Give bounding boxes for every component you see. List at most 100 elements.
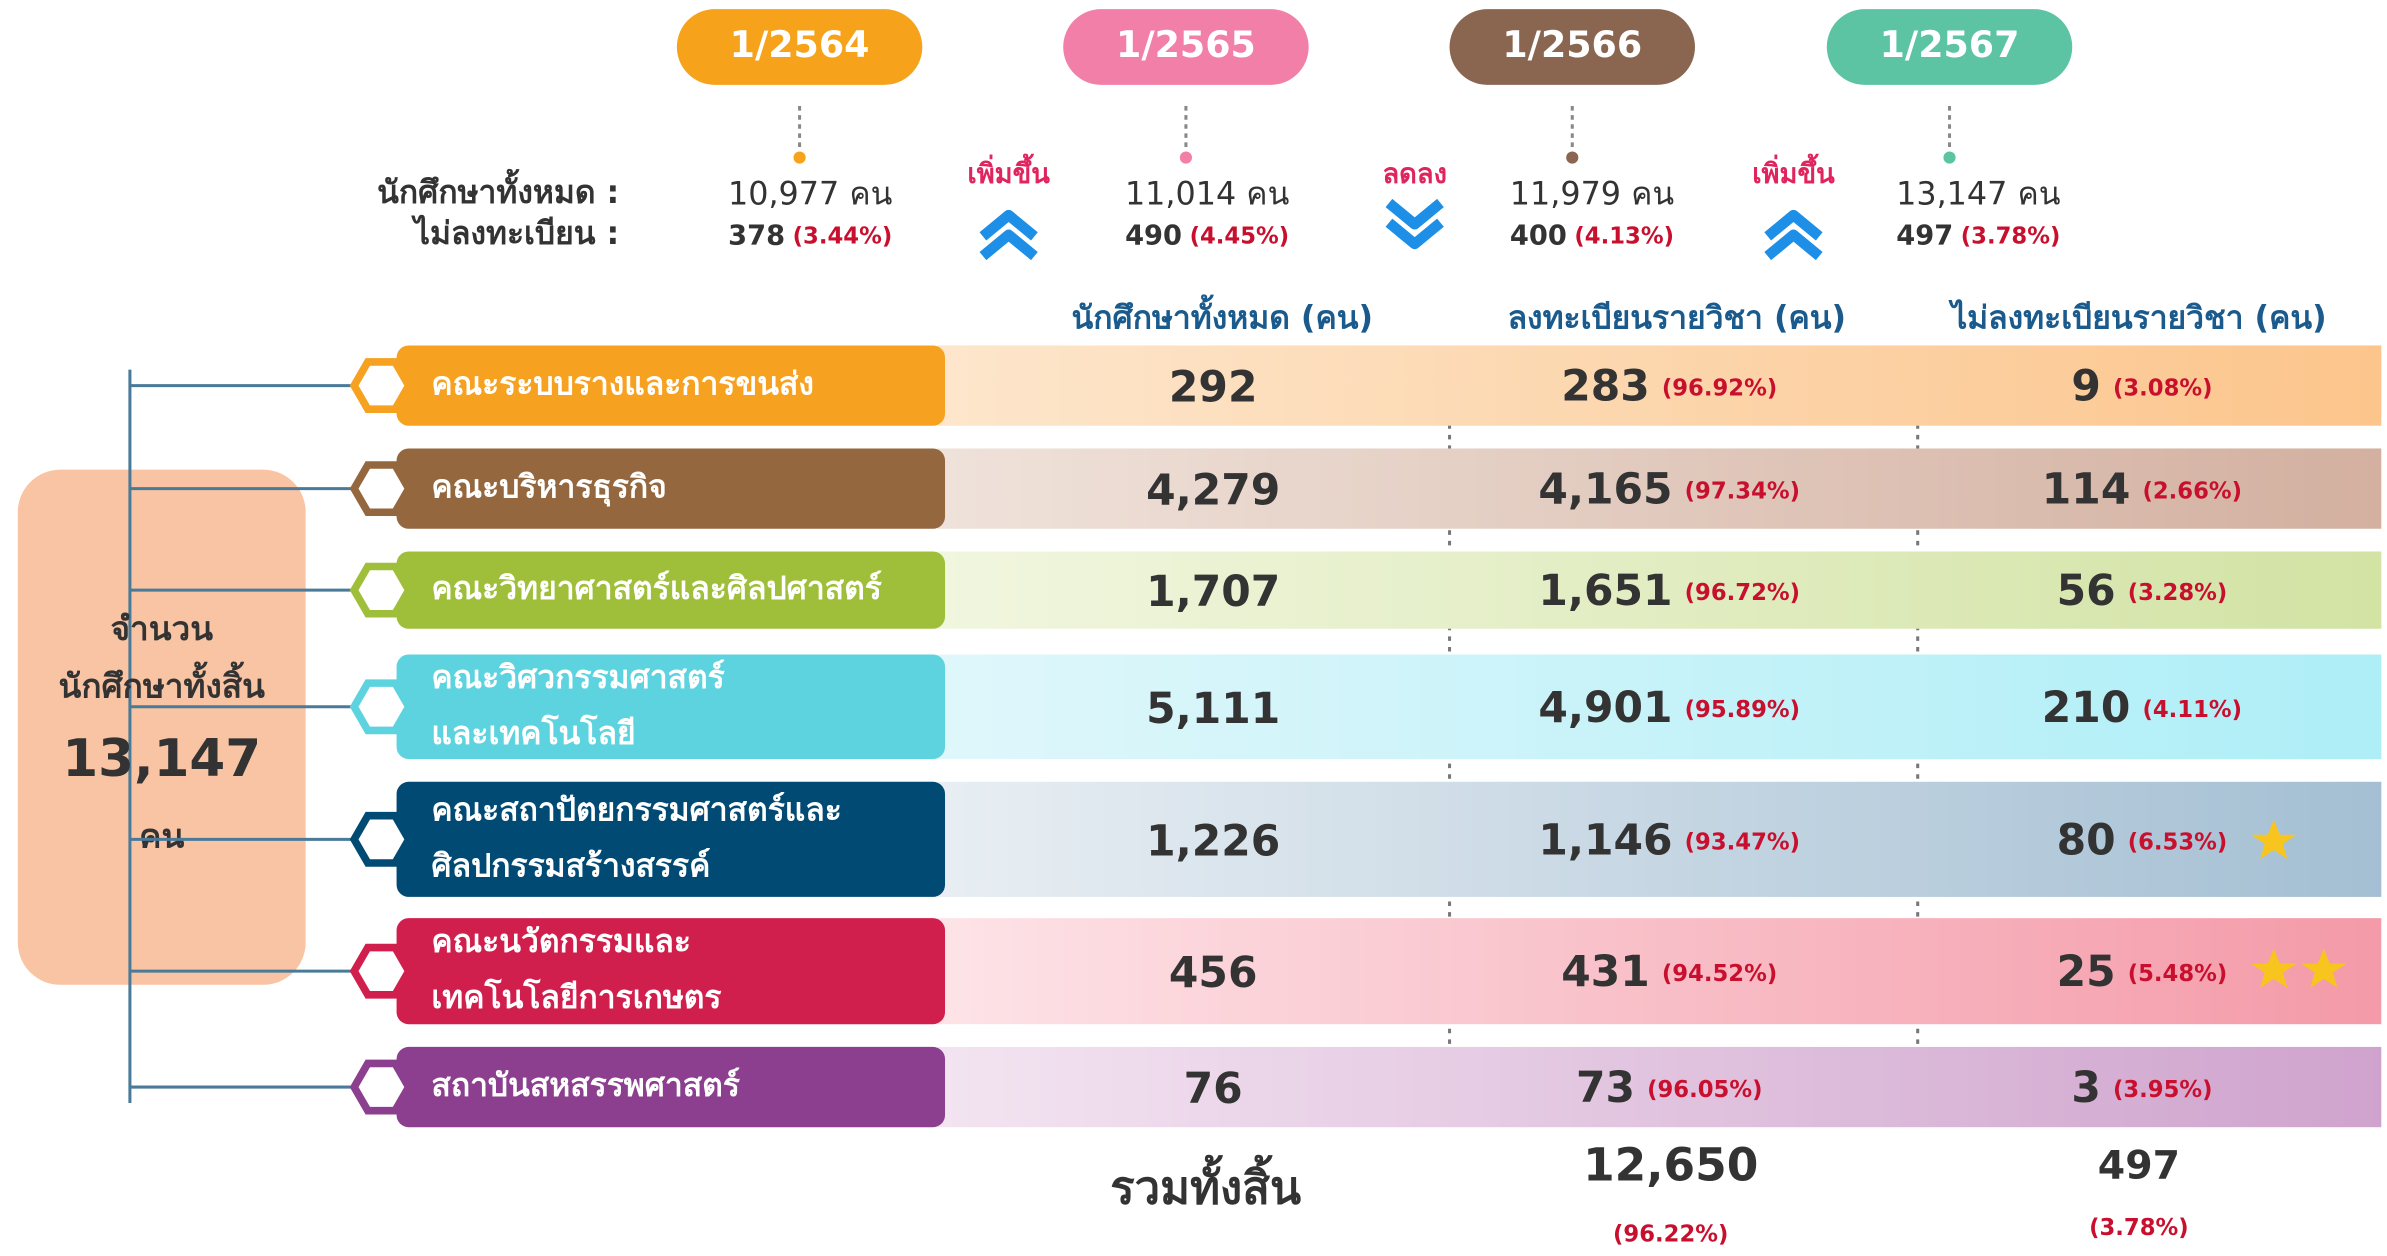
faculty-name: เทคโนโลยีการเกษตร: [431, 978, 721, 1016]
registered: 283 (96.92%): [1561, 362, 1777, 411]
total-pct: (96.22%): [1613, 1221, 1728, 1247]
faculty-name: สถาบันสหสรรพศาสตร์: [431, 1066, 740, 1104]
summary-unit: คน: [139, 816, 184, 855]
faculty-box: [396, 781, 946, 897]
term-label: 1/2564: [730, 23, 870, 66]
faculty-box: [396, 551, 946, 629]
faculty-box: [396, 345, 946, 426]
column-header: ไม่ลงทะเบียนรายวิชา (คน): [1948, 299, 2326, 337]
star: [2251, 948, 2297, 988]
hexagon: [349, 679, 414, 735]
term-pill: [1449, 9, 1695, 85]
chevron: [979, 229, 1038, 261]
faculty-box: [396, 918, 946, 1025]
chevron: [1385, 218, 1444, 250]
row-band: [937, 918, 2382, 1025]
registered: 4,165 (97.34%): [1538, 465, 1800, 514]
total: 76: [1184, 1065, 1243, 1114]
term-label: 1/2566: [1502, 23, 1642, 66]
faculty-name: ศิลปกรรมสร้างสรรค์: [431, 846, 710, 884]
term-pill: [1063, 9, 1309, 85]
term-pill: [676, 9, 923, 85]
term-total: 11,979 คน: [1510, 174, 1674, 212]
row-band: [937, 781, 2382, 897]
chevron: [979, 209, 1038, 241]
term-pill: [1826, 9, 2073, 85]
star: [2301, 948, 2347, 988]
registered: 1,146 (93.47%): [1538, 816, 1800, 865]
chevron: [1385, 198, 1444, 230]
total-label: รวมทั้งสิ้น: [1110, 1154, 1301, 1214]
total: 1,226: [1146, 817, 1280, 866]
term-unregistered: 490 (4.45%): [1125, 220, 1289, 251]
total: 456: [1169, 949, 1258, 998]
total: 4,279: [1146, 467, 1280, 516]
faculty-box: [396, 1046, 946, 1128]
faculty-box: [396, 448, 946, 529]
star: [2251, 819, 2297, 860]
faculty-box: [396, 654, 946, 760]
row-band: [937, 345, 2382, 426]
change-label: ลดลง: [1382, 159, 1446, 190]
label: นักศึกษาทั้งหมด :: [377, 168, 619, 211]
hexagon: [349, 943, 414, 999]
hexagon: [349, 1059, 414, 1115]
total-value: 497: [2098, 1143, 2180, 1189]
column-header: นักศึกษาทั้งหมด (คน): [1072, 294, 1373, 337]
total: 5,111: [1146, 685, 1280, 734]
registered: 73 (96.05%): [1576, 1064, 1763, 1113]
change-label: เพิ่มขึ้น: [1752, 153, 1835, 190]
row-band: [937, 654, 2382, 760]
summary-total: 13,147: [62, 729, 261, 789]
faculty-name: คณะสถาปัตยกรรมศาสตร์และ: [431, 790, 841, 828]
summary-line: นักศึกษาทั้งสิ้น: [59, 661, 266, 705]
term-unregistered: 378 (3.44%): [728, 220, 892, 251]
faculty-name: คณะบริหารธุรกิจ: [431, 468, 666, 508]
dot: [793, 151, 806, 164]
faculty-name: คณะวิศวกรรมศาสตร์: [431, 658, 724, 696]
summary-line: จำนวน: [110, 609, 213, 648]
row-band: [937, 448, 2382, 529]
column-header: ลงทะเบียนรายวิชา (คน): [1508, 299, 1846, 337]
term-total: 11,014 คน: [1125, 174, 1289, 212]
row-band: [937, 551, 2382, 629]
hexagon: [349, 461, 414, 517]
total: 292: [1169, 364, 1258, 413]
unregistered: 25 (5.48%): [2057, 948, 2228, 997]
faculty-name: คณะวิทยาศาสตร์และศิลปศาสตร์: [431, 569, 881, 607]
term-label: 1/2565: [1116, 23, 1256, 66]
hexagon: [349, 811, 414, 867]
hexagon: [349, 358, 414, 414]
unregistered: 9 (3.08%): [2071, 362, 2212, 411]
registered: 431 (94.52%): [1561, 948, 1777, 997]
hexagon: [349, 562, 414, 618]
unregistered: 56 (3.28%): [2057, 567, 2228, 616]
total-value: 12,650: [1583, 1139, 1758, 1192]
registered: 4,901 (95.89%): [1538, 683, 1800, 732]
change-label: เพิ่มขึ้น: [967, 153, 1050, 190]
total-pct: (3.78%): [2089, 1215, 2189, 1241]
term-total: 13,147 คน: [1896, 174, 2060, 212]
dot: [1943, 151, 1956, 164]
registered: 1,651 (96.72%): [1538, 567, 1800, 616]
faculty-name: คณะนวัตกรรมและ: [431, 922, 691, 960]
label: ไม่ลงทะเบียน :: [411, 214, 619, 252]
faculty-name: คณะระบบรางและการขนส่ง: [431, 365, 813, 403]
term-unregistered: 497 (3.78%): [1896, 220, 2060, 251]
unregistered: 80 (6.53%): [2057, 816, 2228, 865]
term-label: 1/2567: [1880, 23, 2020, 66]
term-total: 10,977 คน: [728, 174, 892, 212]
unregistered: 114 (2.66%): [2042, 465, 2242, 514]
row-band: [937, 1046, 2382, 1128]
summary-box: [17, 469, 306, 985]
total: 1,707: [1146, 568, 1280, 617]
faculty-name: และเทคโนโลยี: [431, 714, 635, 752]
dot: [1566, 151, 1579, 164]
term-unregistered: 400 (4.13%): [1510, 220, 1674, 251]
chevron: [1764, 209, 1823, 241]
chevron: [1764, 229, 1823, 261]
unregistered: 3 (3.95%): [2071, 1064, 2212, 1113]
unregistered: 210 (4.11%): [2042, 683, 2242, 732]
dot: [1179, 151, 1192, 164]
